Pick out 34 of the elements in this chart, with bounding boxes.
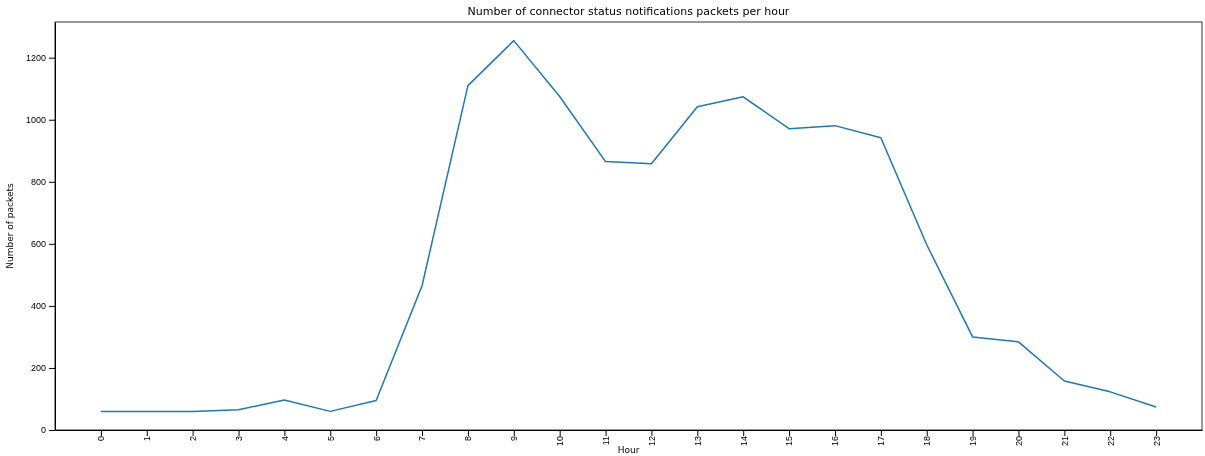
x-tick-label: 4 — [279, 436, 290, 442]
x-tick-label: 1 — [142, 436, 153, 442]
x-tick-label: 17 — [876, 436, 887, 447]
x-tick-label: 21 — [1059, 436, 1070, 447]
x-tick-label: 19 — [967, 436, 978, 447]
x-tick-label: 8 — [463, 436, 474, 442]
x-tick-label: 9 — [509, 436, 520, 442]
y-tick-label: 1200 — [25, 53, 46, 64]
x-tick-label: 6 — [371, 436, 382, 442]
x-tick-label: 18 — [922, 436, 933, 447]
x-tick-label: 11 — [600, 436, 611, 446]
x-axis-title: Hour — [617, 445, 640, 455]
y-tick-label: 400 — [30, 301, 46, 312]
x-tick-label: 16 — [830, 436, 841, 447]
x-tick-label: 13 — [692, 436, 703, 447]
x-tick-label: 3 — [233, 436, 244, 442]
y-tick-label: 600 — [30, 239, 46, 250]
x-tick-label: 23 — [1151, 436, 1162, 447]
y-axis-title: Number of packets — [5, 183, 15, 269]
chart-title: Number of connector status notifications packets per hour — [467, 5, 790, 18]
y-tick-label: 800 — [30, 177, 46, 188]
x-tick-label: 12 — [646, 436, 657, 447]
x-tick-label: 15 — [784, 436, 795, 447]
x-tick-label: 22 — [1105, 436, 1116, 447]
x-tick-label: 5 — [325, 436, 336, 442]
line-series — [100, 39, 1157, 413]
x-tick-label: 2 — [188, 436, 199, 442]
x-tick-label: 0 — [96, 436, 107, 442]
y-tick-label: 200 — [30, 363, 46, 374]
y-tick-label: 1000 — [25, 115, 46, 126]
x-tick-label: 7 — [417, 436, 428, 442]
x-tick-label: 14 — [738, 436, 749, 447]
x-tick-label: 10 — [555, 436, 566, 447]
x-tick-label: 20 — [1013, 436, 1024, 447]
